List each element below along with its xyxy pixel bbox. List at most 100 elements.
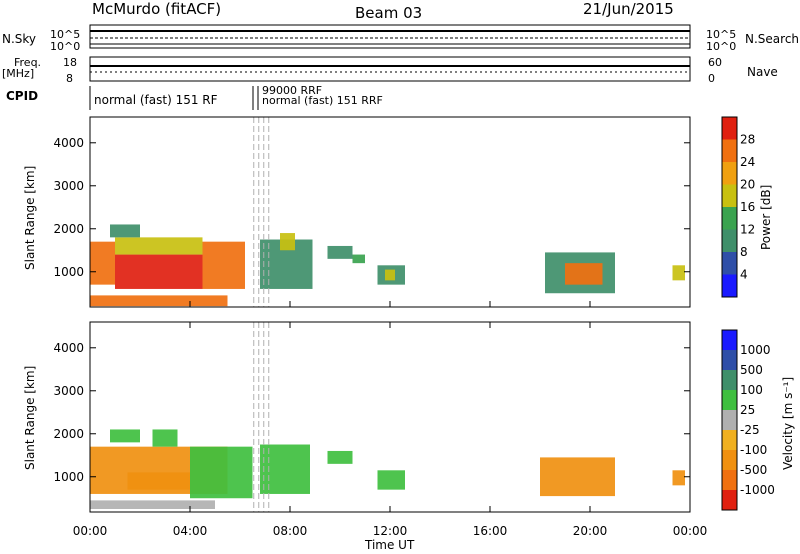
freq-tick-bottom: 8 [66,72,73,85]
velocity-cbar-tick-6: 500 [740,363,763,377]
velocity-cell-4 [110,429,140,443]
y-tick-label-2: 3000 [53,179,84,193]
x-tick-label-2: 08:00 [273,524,308,538]
nave-tick-bottom: 0 [708,72,715,85]
velocity-cbar-tick-3: -25 [740,423,760,437]
velocity-cell-5 [90,500,215,509]
y-tick-label-0: 1000 [53,470,84,484]
freq-label: Freq. [14,56,41,69]
cpid-text-2: 99000 RRF [262,84,322,97]
nsky-trace [90,30,690,45]
power-cbar-tick-2: 12 [740,223,755,237]
nsky-label: N.Sky [2,32,36,46]
time-x-axis: 00:00 04:00 08:00 12:00 16:00 20:00 00:00 [73,322,708,538]
x-tick-label-4: 16:00 [473,524,508,538]
power-cell-13 [327,245,353,259]
y-tick-label-1: 2000 [53,222,84,236]
velocity-cell-9 [672,470,685,486]
velocity-gap-markers [253,322,270,512]
velocity-panel: 1000 2000 3000 4000 00:00 04:00 08:00 12:00 16:… [23,321,708,552]
time-xlabel: Time UT [364,538,415,552]
velocity-cbar-swatch-5 [722,390,737,410]
power-cbar-label: Power [dB] [759,185,773,250]
power-cbar-tick-4: 20 [740,178,755,192]
x-tick-label-3: 12:00 [373,524,408,538]
power-colorbar: 4 8 12 16 20 24 28 Power [dB] [721,116,773,298]
power-cell-5 [90,295,228,307]
x-tick-label-0: 00:00 [73,524,108,538]
power-cbar-swatch-3 [722,207,737,230]
velocity-y-axis: 1000 2000 3000 4000 [53,341,690,484]
date-title: 21/Jun/2015 [583,0,674,18]
velocity-cbar-swatch-0 [722,490,737,510]
station-title: McMurdo (fitACF) [92,0,221,18]
nsky-panel: N.Sky 10^5 10^0 N.Search 10^5 10^0 [2,24,799,53]
velocity-cbar-tick-2: -100 [740,443,767,457]
power-cbar-tick-5: 24 [740,155,755,169]
power-cell-0 [90,241,115,285]
cpid-text-3: normal (fast) 151 RRF [262,94,383,107]
velocity-cbar-label: Velocity [m s⁻¹] [781,377,795,470]
velocity-cell-2 [190,446,253,499]
velocity-cbar-swatch-3 [722,430,737,450]
cpid-panel: CPID normal (fast) 151 RF 99000 RRF norm… [6,84,383,110]
x-tick-label-1: 04:00 [173,524,208,538]
velocity-cbar-tick-4: 25 [740,403,755,417]
power-cbar-tick-0: 4 [740,268,748,282]
velocity-cell-3 [152,429,178,447]
velocity-cbar-swatch-1 [722,470,737,490]
power-cbar-tick-6: 28 [740,133,755,147]
nsky-tick-top: 10^5 [50,28,80,41]
velocity-cbar-swatch-2 [722,450,737,470]
nsearch-label: N.Search [745,32,799,46]
power-cbar-swatch-2 [722,229,737,252]
power-cbar-tick-1: 8 [740,245,748,259]
nsearch-tick-top: 10^5 [706,28,736,41]
velocity-cbar-tick-1: -500 [740,463,767,477]
velocity-colorbar: -1000 -500 -100 -25 25 100 500 1000 Velocity [m… [721,329,795,511]
y-tick-label-3: 4000 [53,341,84,355]
freq-panel: Freq. [MHz] 18 8 Nave 60 0 [2,56,778,85]
power-gap-markers [253,117,270,307]
velocity-ylabel: Slant Range [km] [23,366,37,470]
velocity-cell-8 [540,457,615,497]
power-cell-3 [115,237,203,255]
velocity-cell-10 [327,450,353,464]
power-cell-4 [110,224,140,238]
nave-label: Nave [747,65,778,79]
y-tick-label-2: 3000 [53,384,84,398]
x-tick-label-6: 00:00 [673,524,708,538]
velocity-cells [90,429,685,509]
power-cbar-swatch-1 [722,252,737,275]
nave-tick-top: 60 [708,56,722,69]
y-tick-label-0: 1000 [53,265,84,279]
power-cell-7 [280,233,295,251]
power-cbar-swatch-5 [722,162,737,185]
x-tick-label-5: 20:00 [573,524,608,538]
power-y-axis: 1000 2000 3000 4000 [53,136,691,307]
power-cell-14 [352,254,365,264]
power-cell-2 [202,241,245,289]
nsky-tick-bottom: 10^0 [50,40,80,53]
velocity-cbar-swatch-7 [722,350,737,370]
y-tick-label-3: 4000 [53,136,84,150]
power-cbar-swatch-4 [722,184,737,207]
power-cbar-tick-3: 16 [740,200,755,214]
power-cell-11 [565,263,603,285]
beam-title: Beam 03 [355,4,422,22]
power-ylabel: Slant Range [km] [23,166,37,270]
velocity-cbar-frame [721,329,738,511]
velocity-cbar-tick-5: 100 [740,383,763,397]
y-tick-label-1: 2000 [53,427,84,441]
velocity-cell-7 [377,470,405,490]
cpid-text-1: normal (fast) 151 RF [94,93,218,107]
freq-trace [90,65,690,73]
power-panel: 1000 2000 3000 4000 Slant Range [km] [23,116,691,308]
velocity-cbar-swatch-4 [722,410,737,430]
velocity-cbar-tick-0: -1000 [740,483,775,497]
cpid-label: CPID [6,89,38,103]
power-cbar-swatch-7 [722,117,737,140]
power-cbar-frame [721,116,738,298]
power-cbar-swatch-6 [722,139,737,162]
power-cell-12 [672,265,685,281]
